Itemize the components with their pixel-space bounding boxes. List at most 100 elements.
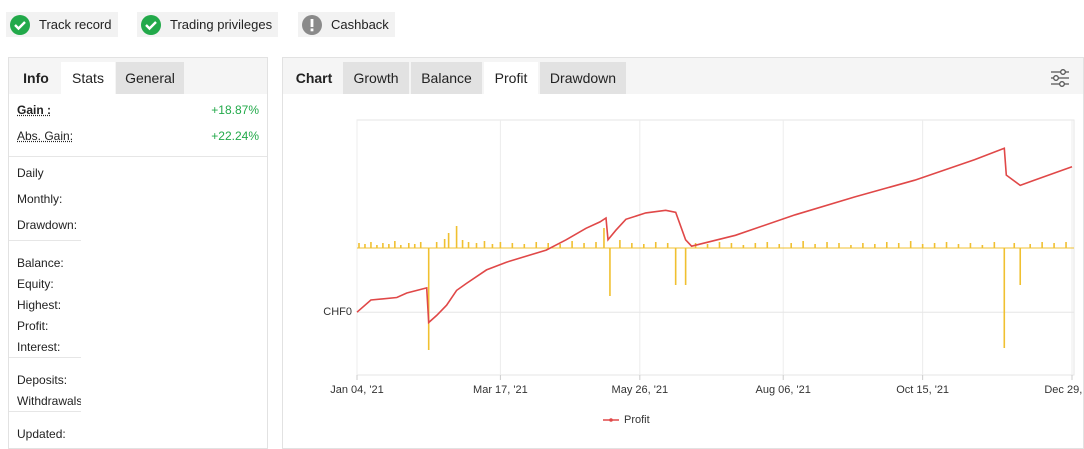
bar	[547, 243, 549, 248]
detail-label: Withdrawals:	[17, 394, 81, 408]
bar	[850, 245, 852, 248]
bar	[945, 242, 948, 248]
bar	[595, 242, 597, 248]
bar	[921, 244, 924, 248]
bar	[483, 241, 486, 248]
bar	[435, 242, 438, 248]
bar	[499, 242, 502, 248]
left-tab[interactable]: Info	[23, 70, 49, 86]
chart-tab[interactable]: Growth	[343, 62, 409, 94]
bar	[754, 243, 757, 248]
bar	[706, 244, 709, 248]
badge[interactable]: Trading privileges	[137, 12, 278, 37]
bar	[475, 243, 478, 248]
badge-label: Cashback	[331, 17, 389, 32]
separator	[9, 156, 267, 157]
bar	[838, 243, 840, 248]
bar	[1013, 243, 1016, 248]
bar	[802, 241, 804, 248]
bar	[631, 243, 633, 248]
bar	[1041, 242, 1043, 248]
detail-label: Updated:	[17, 427, 66, 441]
check-icon	[141, 14, 161, 35]
detail-label: Deposits:	[17, 373, 68, 387]
bar	[358, 243, 360, 248]
bar	[419, 242, 422, 248]
bar	[583, 243, 585, 248]
bar	[603, 228, 605, 248]
bar	[388, 244, 390, 248]
bar	[571, 241, 573, 248]
chart-tab[interactable]: Chart	[295, 70, 333, 86]
check-icon	[10, 14, 30, 35]
badge-label: Track record	[39, 17, 112, 32]
bar	[1065, 242, 1067, 248]
settings-icon[interactable]	[1048, 66, 1072, 90]
stat-label: Gain :	[17, 103, 52, 117]
bar	[413, 244, 416, 248]
bar	[400, 245, 402, 248]
chart-tab[interactable]: Drawdown	[540, 62, 626, 94]
bar	[443, 239, 446, 248]
badge[interactable]: Cashback	[298, 12, 395, 37]
detail-label: Balance:	[17, 256, 64, 270]
bar	[969, 243, 972, 248]
bar	[1003, 248, 1006, 348]
x-tick-label: Jan 04, '21	[330, 384, 383, 396]
bar	[370, 242, 372, 248]
bar	[933, 243, 936, 248]
x-tick-label: Aug 06, '21	[756, 384, 811, 396]
bar	[897, 243, 900, 248]
bar	[535, 242, 538, 248]
bar	[666, 243, 669, 248]
detail-label: Drawdown:	[17, 218, 78, 232]
x-tick-label: Mar 17, '21	[473, 384, 528, 396]
bar	[467, 242, 470, 248]
stat-value: +18.87%	[211, 103, 259, 117]
chart-tab[interactable]: Profit	[484, 62, 538, 94]
bar	[619, 240, 621, 248]
bar	[1029, 244, 1031, 248]
detail-label: Daily	[17, 166, 44, 180]
bar	[885, 242, 888, 248]
page: Track record Trading privileges Cashback I…	[6, 12, 1084, 449]
bar	[742, 245, 745, 248]
bar	[643, 244, 645, 248]
bar	[957, 244, 960, 248]
detail-label: Interest:	[17, 340, 61, 354]
bar	[447, 233, 450, 248]
bar	[382, 243, 384, 248]
bar	[461, 240, 464, 248]
bar	[376, 245, 378, 248]
bar	[874, 244, 876, 248]
x-tick-label: Oct 15, '21	[896, 384, 949, 396]
chart-tab[interactable]: Balance	[411, 62, 482, 94]
bar	[981, 245, 984, 248]
bar	[826, 242, 828, 248]
bar	[407, 243, 410, 248]
badge[interactable]: Track record	[6, 12, 118, 37]
detail-label: Highest:	[17, 298, 62, 312]
chart-tabs: Chart Growth Balance Profit Drawdown	[283, 58, 1083, 94]
bar	[1019, 248, 1022, 285]
bar	[730, 243, 733, 248]
left-tab[interactable]: Stats	[61, 62, 115, 94]
bar	[862, 243, 864, 248]
bar	[790, 243, 792, 248]
left-tabs: Info Stats General	[9, 58, 267, 94]
line	[356, 147, 1073, 325]
badge-label: Trading privileges	[170, 17, 273, 32]
bar	[609, 248, 611, 296]
bar	[491, 244, 494, 248]
bar	[1053, 243, 1055, 248]
bar	[778, 244, 781, 248]
bar	[364, 244, 366, 248]
bar	[909, 241, 912, 248]
bar	[394, 241, 396, 248]
stat-value: +22.24%	[211, 129, 259, 143]
bar	[718, 242, 721, 248]
bar	[455, 226, 458, 248]
left-tab[interactable]: General	[116, 62, 184, 94]
legend-label: Profit	[624, 414, 650, 426]
detail-label: Profit:	[17, 319, 49, 333]
